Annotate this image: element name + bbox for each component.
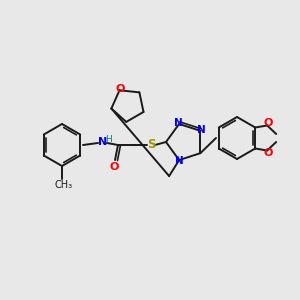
Text: N: N bbox=[197, 125, 206, 135]
Text: N: N bbox=[174, 118, 182, 128]
Text: CH₃: CH₃ bbox=[55, 180, 73, 190]
Text: O: O bbox=[263, 118, 273, 128]
Text: O: O bbox=[263, 148, 273, 158]
Text: N: N bbox=[98, 137, 108, 147]
Text: N: N bbox=[175, 156, 184, 166]
Text: O: O bbox=[109, 162, 119, 172]
Text: S: S bbox=[147, 139, 155, 152]
Text: O: O bbox=[116, 84, 125, 94]
Text: H: H bbox=[105, 134, 112, 143]
